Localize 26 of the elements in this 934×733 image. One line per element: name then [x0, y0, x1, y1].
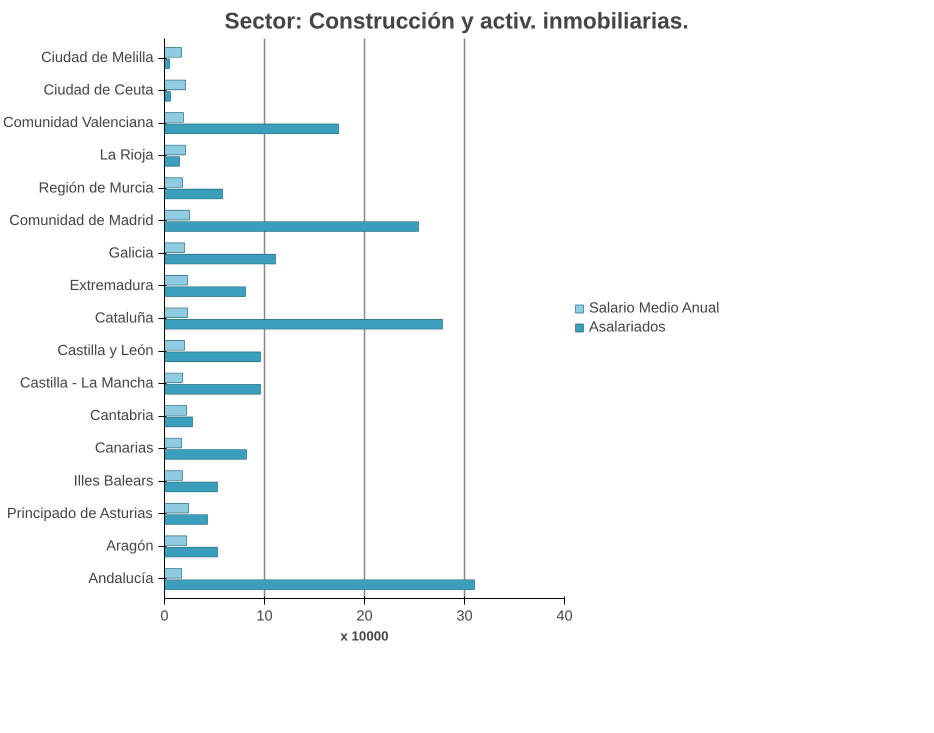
- y-tick-label: Comunidad Valenciana: [3, 115, 154, 132]
- y-tick-label: Castilla - La Mancha: [20, 376, 154, 392]
- x-axis-title: x 10000: [340, 628, 389, 644]
- y-tick-label: Ciudad de Ceuta: [44, 82, 154, 99]
- x-tick-label: 0: [160, 608, 169, 624]
- x-tick-label: 40: [556, 608, 573, 624]
- legend-label: Salario Medio Anual: [589, 300, 720, 316]
- y-tick-label: Castilla y León: [57, 343, 154, 360]
- y-tick-label: Extremadura: [70, 278, 154, 294]
- y-tick-label: Andalucía: [88, 570, 154, 587]
- legend-label: Asalariados: [589, 320, 666, 336]
- y-tick-label: Principado de Asturias: [6, 506, 153, 522]
- x-tick-label: 30: [456, 608, 473, 624]
- chart-title: Sector: Construcción y activ. inmobiliarias.: [224, 8, 689, 34]
- y-tick-label: Galicia: [108, 245, 154, 262]
- y-tick-label: La Rioja: [100, 148, 154, 164]
- y-tick-label: Región de Murcia: [38, 180, 154, 196]
- y-tick-label: Cataluña: [94, 310, 154, 326]
- y-tick-label: Aragón: [106, 538, 154, 554]
- x-tick-label: 20: [356, 608, 373, 624]
- x-tick-label: 10: [256, 608, 273, 624]
- y-tick-label: Canarias: [94, 440, 154, 457]
- y-tick-label: Comunidad de Madrid: [9, 212, 154, 229]
- y-tick-label: Cantabria: [90, 408, 154, 424]
- y-tick-label: Illes Balears: [74, 473, 154, 490]
- y-tick-label: Ciudad de Melilla: [41, 50, 154, 66]
